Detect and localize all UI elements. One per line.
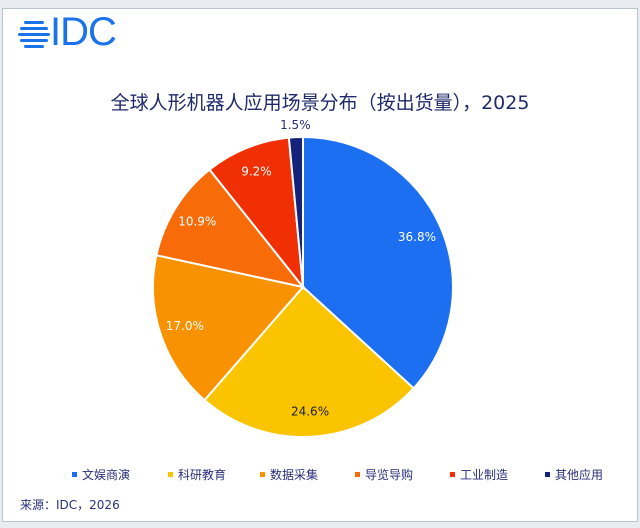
pie-slice-3 xyxy=(155,168,306,289)
legend-item: 数据采集 xyxy=(260,466,318,483)
pie-slice-4 xyxy=(208,136,305,291)
pie-slice-0 xyxy=(302,135,454,390)
legend-swatch xyxy=(72,472,77,477)
data-label: 9.2% xyxy=(241,165,272,179)
pie-slice-5 xyxy=(287,135,304,288)
data-label: 17.0% xyxy=(166,319,204,333)
legend-label: 其他应用 xyxy=(555,468,604,482)
pie-slice-1 xyxy=(203,285,416,438)
legend-label: 文娱商演 xyxy=(82,468,131,482)
legend: 文娱商演 科研教育 数据采集 导览导购 工业制造 其他应用 xyxy=(0,466,640,482)
legend-label: 导览导购 xyxy=(365,468,414,482)
legend-item: 其他应用 xyxy=(545,466,603,483)
legend-swatch xyxy=(355,472,360,477)
pie-slice-2 xyxy=(152,254,305,402)
data-label: 36.8% xyxy=(398,230,436,244)
legend-item: 导览导购 xyxy=(355,466,413,483)
chart-title: 全球人形机器人应用场景分布（按出货量），2025 xyxy=(110,92,530,114)
legend-item: 科研教育 xyxy=(168,466,226,483)
legend-label: 科研教育 xyxy=(178,468,227,482)
idc-logo: IDC xyxy=(50,10,117,54)
idc-globe-icon xyxy=(18,21,50,48)
legend-item: 文娱商演 xyxy=(72,466,130,483)
legend-swatch xyxy=(450,472,455,477)
legend-label: 工业制造 xyxy=(460,468,509,482)
legend-swatch xyxy=(545,472,550,477)
legend-label: 数据采集 xyxy=(270,468,319,482)
data-label: 1.5% xyxy=(280,118,311,132)
legend-swatch xyxy=(168,472,173,477)
data-label: 24.6% xyxy=(291,404,329,418)
data-label: 10.9% xyxy=(178,214,216,228)
source-note: 来源：IDC，2026 xyxy=(20,498,120,512)
legend-swatch xyxy=(260,472,265,477)
legend-item: 工业制造 xyxy=(450,466,508,483)
